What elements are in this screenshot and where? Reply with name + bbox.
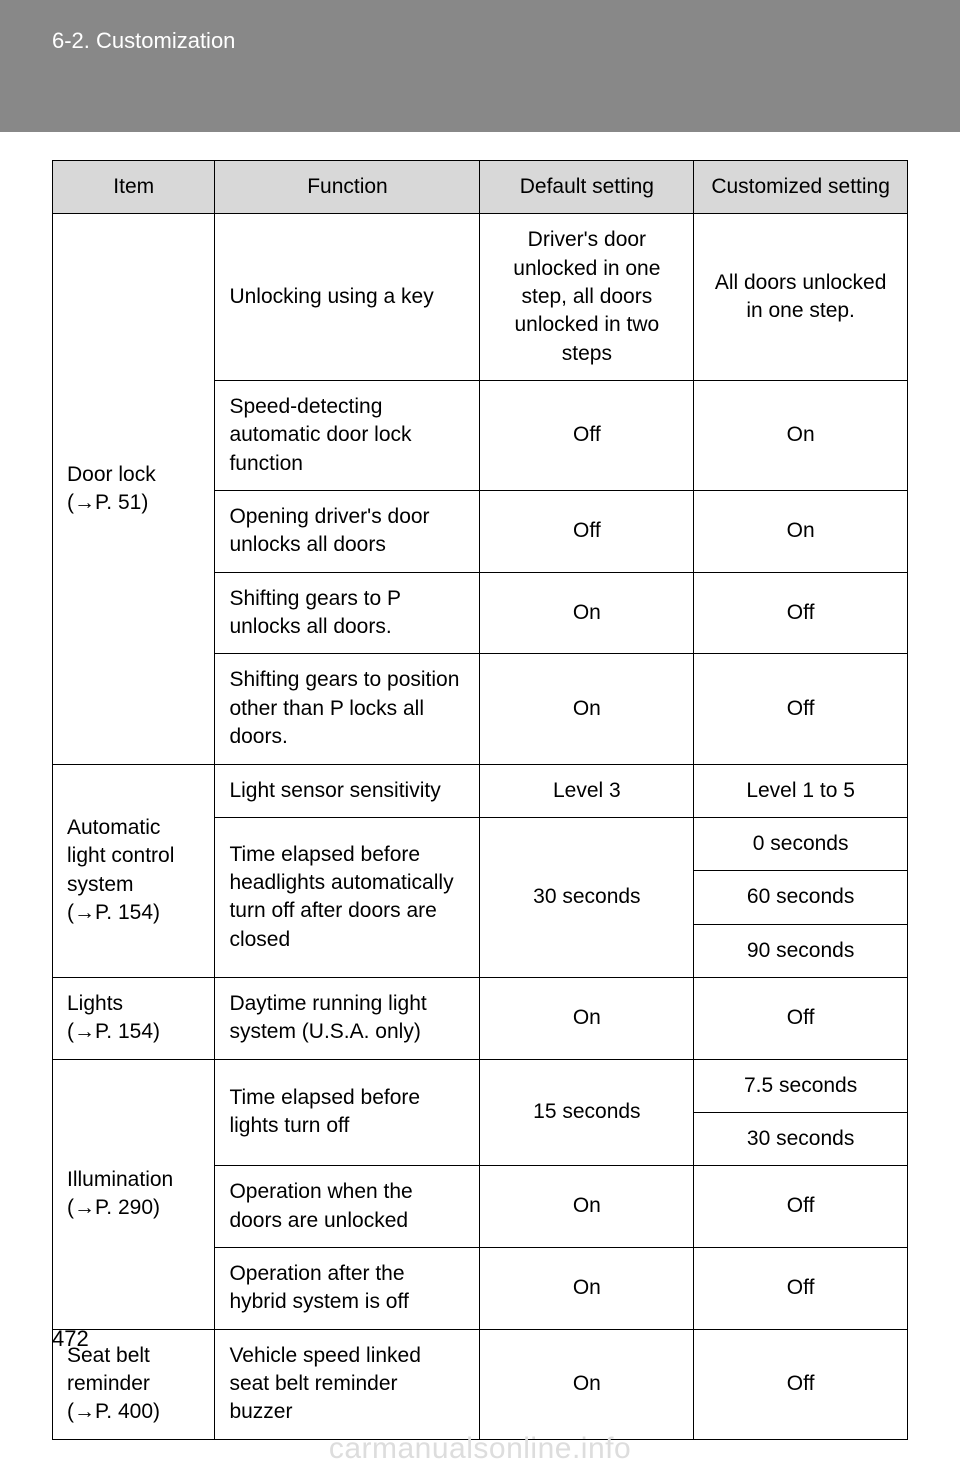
custom-cell: 90 seconds <box>694 924 908 977</box>
default-cell: 15 seconds <box>480 1059 694 1166</box>
default-cell: On <box>480 1329 694 1439</box>
customization-table: Item Function Default setting Customized… <box>52 160 908 1440</box>
default-cell: On <box>480 1247 694 1329</box>
page-number: 472 <box>52 1326 89 1352</box>
table-row: Door lock(→P. 51)Unlocking using a keyDr… <box>53 214 908 381</box>
default-cell: Off <box>480 381 694 491</box>
item-ref: (→P. 154) <box>67 899 200 927</box>
custom-cell: Off <box>694 1166 908 1248</box>
custom-cell: Off <box>694 1329 908 1439</box>
function-cell: Operation after the hybrid system is off <box>215 1247 480 1329</box>
th-item: Item <box>53 161 215 214</box>
custom-cell: Off <box>694 977 908 1059</box>
item-ref: (→P. 290) <box>67 1194 200 1222</box>
default-cell: On <box>480 1166 694 1248</box>
function-cell: Vehicle speed linked seat belt reminder … <box>215 1329 480 1439</box>
default-cell: On <box>480 572 694 654</box>
custom-cell: 60 seconds <box>694 871 908 924</box>
function-cell: Shifting gears to position other than P … <box>215 654 480 764</box>
custom-cell: 7.5 seconds <box>694 1059 908 1112</box>
function-cell: Operation when the doors are unlocked <box>215 1166 480 1248</box>
table-header-row: Item Function Default setting Customized… <box>53 161 908 214</box>
table-body: Door lock(→P. 51)Unlocking using a keyDr… <box>53 214 908 1439</box>
function-cell: Time elapsed before headlights automatic… <box>215 817 480 977</box>
item-label: Lights <box>67 990 200 1018</box>
item-cell: Door lock(→P. 51) <box>53 214 215 764</box>
item-label: Illumination <box>67 1166 200 1194</box>
th-default: Default setting <box>480 161 694 214</box>
item-label: Automatic light control system <box>67 814 200 899</box>
default-cell: Level 3 <box>480 764 694 817</box>
table-row: Lights(→P. 154)Daytime running light sys… <box>53 977 908 1059</box>
item-ref: (→P. 400) <box>67 1398 200 1426</box>
section-header: 6-2. Customization <box>0 0 960 132</box>
function-cell: Light sensor sensitivity <box>215 764 480 817</box>
custom-cell: Off <box>694 654 908 764</box>
default-cell: On <box>480 977 694 1059</box>
item-cell: Automatic light control system(→P. 154) <box>53 764 215 977</box>
th-custom: Customized setting <box>694 161 908 214</box>
function-cell: Opening driver's door unlocks all doors <box>215 491 480 573</box>
table-row: Illumination(→P. 290)Time elapsed before… <box>53 1059 908 1112</box>
section-title: 6-2. Customization <box>52 28 235 53</box>
content-area: Item Function Default setting Customized… <box>52 160 908 1440</box>
custom-cell: 0 seconds <box>694 817 908 870</box>
table-row: Automatic light control system(→P. 154)L… <box>53 764 908 817</box>
custom-cell: All doors unlocked in one step. <box>694 214 908 381</box>
item-ref: (→P. 154) <box>67 1018 200 1046</box>
custom-cell: On <box>694 381 908 491</box>
default-cell: On <box>480 654 694 764</box>
item-label: Door lock <box>67 461 200 489</box>
function-cell: Unlocking using a key <box>215 214 480 381</box>
item-cell: Lights(→P. 154) <box>53 977 215 1059</box>
function-cell: Daytime running light system (U.S.A. onl… <box>215 977 480 1059</box>
custom-cell: Level 1 to 5 <box>694 764 908 817</box>
default-cell: 30 seconds <box>480 817 694 977</box>
function-cell: Speed-detecting automatic door lock func… <box>215 381 480 491</box>
table-row: Seat belt reminder(→P. 400)Vehicle speed… <box>53 1329 908 1439</box>
custom-cell: 30 seconds <box>694 1112 908 1165</box>
default-cell: Driver's door unlocked in one step, all … <box>480 214 694 381</box>
th-function: Function <box>215 161 480 214</box>
function-cell: Time elapsed before lights turn off <box>215 1059 480 1166</box>
default-cell: Off <box>480 491 694 573</box>
item-ref: (→P. 51) <box>67 489 200 517</box>
custom-cell: Off <box>694 1247 908 1329</box>
item-cell: Illumination(→P. 290) <box>53 1059 215 1329</box>
watermark: carmanualsonline.info <box>0 1432 960 1466</box>
custom-cell: On <box>694 491 908 573</box>
function-cell: Shifting gears to P unlocks all doors. <box>215 572 480 654</box>
custom-cell: Off <box>694 572 908 654</box>
